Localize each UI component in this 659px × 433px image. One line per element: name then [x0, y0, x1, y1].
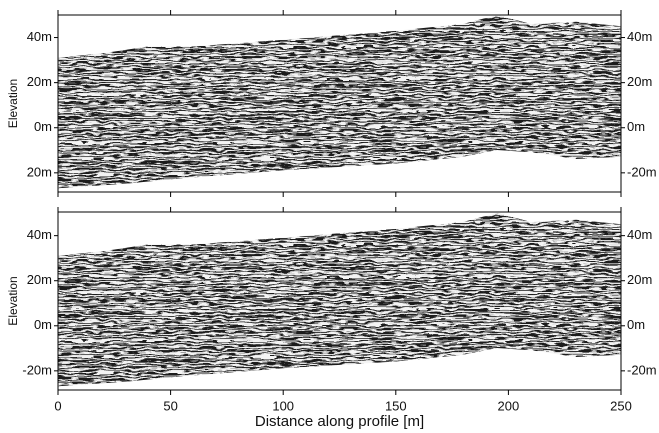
x-axis-label: Distance along profile [m] [255, 413, 424, 430]
radargram-image [53, 10, 628, 195]
y-tick-label: 40m [27, 227, 52, 242]
y-tick-label: -20m [22, 362, 52, 377]
y-tick-label: 40m [27, 29, 52, 44]
x-tick-label: 50 [163, 398, 177, 413]
y-tick-label: 0m [34, 317, 52, 332]
x-tick-label: 200 [498, 398, 520, 413]
y-tick-label: 20m [27, 164, 52, 179]
x-tick-label: 100 [272, 398, 294, 413]
y2-tick-label: 0m [627, 119, 645, 134]
x-tick-label: 250 [610, 398, 632, 413]
y-axis-label: Elevation [6, 79, 20, 128]
y-axis-label: Elevation [6, 276, 20, 325]
y-tick-label: 0m [34, 119, 52, 134]
radargram-image [53, 208, 628, 393]
y-tick-label: 20m [27, 272, 52, 287]
y2-tick-label: -20m [627, 164, 657, 179]
plot-frame [57, 211, 622, 391]
y-tick-label: 20m [27, 74, 52, 89]
y2-tick-label: -20m [627, 362, 657, 377]
y2-tick-label: 40m [627, 227, 652, 242]
plot-frame [57, 14, 622, 193]
y2-tick-label: 20m [627, 272, 652, 287]
y2-tick-label: 20m [627, 74, 652, 89]
x-tick-label: 150 [385, 398, 407, 413]
x-tick-label: 0 [54, 398, 61, 413]
y2-tick-label: 40m [627, 29, 652, 44]
y2-tick-label: 0m [627, 317, 645, 332]
